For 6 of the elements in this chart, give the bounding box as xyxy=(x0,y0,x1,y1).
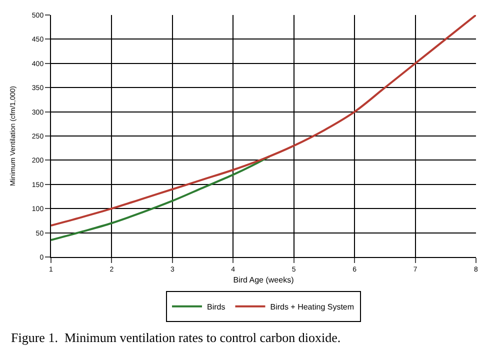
line-series xyxy=(51,155,271,242)
legend-label: Birds xyxy=(207,302,226,312)
legend-label: Birds + Heating System xyxy=(270,302,354,312)
caption: Figure 1. Minimum ventilation rates to control carbon dioxide. xyxy=(11,330,341,345)
x-axis-title: Bird Age (weeks) xyxy=(233,276,294,284)
line-series xyxy=(51,15,476,227)
